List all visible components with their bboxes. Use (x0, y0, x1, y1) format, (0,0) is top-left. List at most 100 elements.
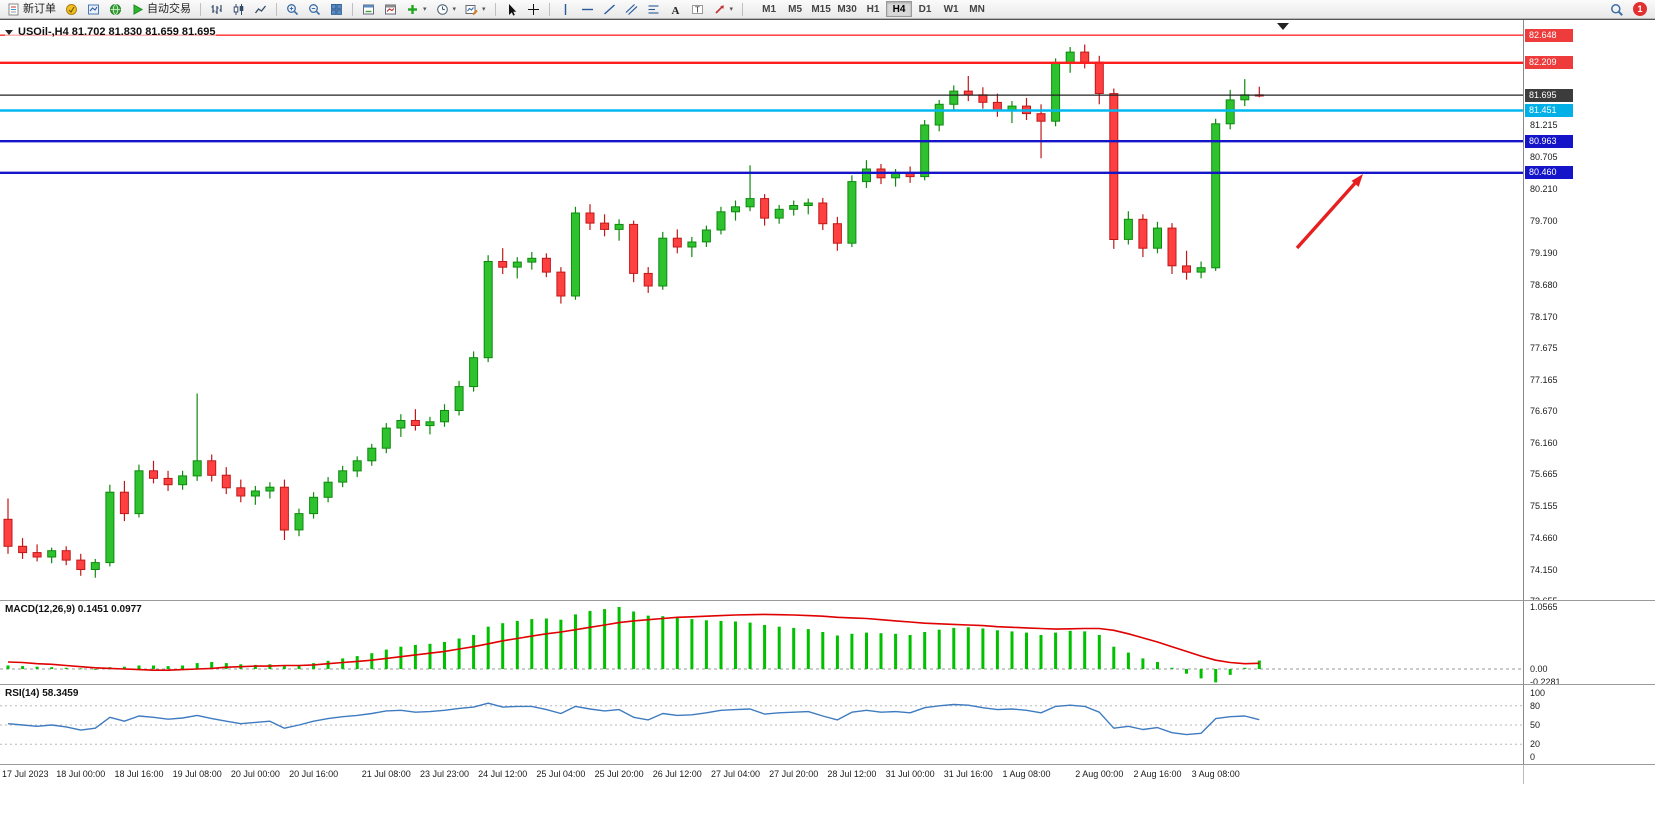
rsi-plot[interactable]: RSI(14) 58.3459 (0, 685, 1523, 764)
timeframe-h4-button[interactable]: H4 (886, 1, 913, 17)
time-label: 28 Jul 12:00 (827, 769, 877, 779)
text-label-icon: T (691, 3, 704, 16)
macd-plot[interactable]: MACD(12,26,9) 0.1451 0.0977 (0, 601, 1523, 684)
toolbar-right: 1 (1606, 1, 1652, 18)
autotrading-button[interactable]: 自动交易 (127, 1, 195, 18)
price-tick: 79.190 (1530, 247, 1558, 258)
toolbar-separator (200, 2, 201, 16)
editor-icon (65, 3, 78, 16)
autotrading-label: 自动交易 (147, 2, 191, 15)
zoom-in-button[interactable] (282, 1, 303, 18)
text-label-button[interactable]: T (687, 1, 708, 18)
main-chart-row: USOil-,H4 81.702 81.830 81.659 81.695 81… (0, 19, 1655, 606)
price-tick: 77.675 (1530, 342, 1558, 353)
time-label: 31 Jul 00:00 (885, 769, 935, 779)
text-button[interactable]: A (665, 1, 686, 18)
crosshair-icon (527, 3, 540, 16)
periods-button[interactable]: ▾ (432, 1, 461, 18)
time-label: 24 Jul 12:00 (478, 769, 528, 779)
mql-editor-button[interactable] (61, 1, 82, 18)
time-label: 25 Jul 20:00 (594, 769, 644, 779)
time-label: 27 Jul 04:00 (710, 769, 761, 779)
trendline-button[interactable] (599, 1, 620, 18)
price-tick: 79.700 (1530, 215, 1558, 226)
macd-panel: MACD(12,26,9) 0.1451 0.0977 1.0565 0.00 -0… (0, 600, 1655, 687)
trendline-icon (603, 3, 616, 16)
notification-badge[interactable]: 1 (1633, 2, 1647, 16)
macd-axis-label: 0.00 (1530, 664, 1548, 674)
crosshair-button[interactable] (523, 1, 544, 18)
price-tick: 77.165 (1530, 375, 1558, 385)
chart-title: USOil-,H4 81.702 81.830 81.659 81.695 (18, 26, 216, 38)
new-chart-button[interactable] (358, 1, 379, 18)
line-chart-icon (254, 3, 267, 16)
dropdown-caret-icon: ▾ (729, 5, 734, 13)
ohlc-bars-icon (210, 3, 223, 16)
search-button[interactable] (1606, 1, 1627, 18)
zoom-out-icon (308, 3, 321, 16)
vertical-line-button[interactable] (555, 1, 576, 18)
price-tick: 78.170 (1530, 311, 1558, 322)
cursor-button[interactable] (501, 1, 522, 18)
profiles-icon (384, 3, 397, 16)
timeframe-h1-button[interactable]: H1 (860, 1, 886, 17)
text-a-icon: A (669, 3, 682, 17)
price-level-badge: 80.963 (1525, 134, 1573, 148)
time-label: 17 Jul 2023 (2, 769, 49, 779)
time-axis[interactable]: 17 Jul 2023 18 Jul 00:00 18 Jul 16:00 19 Ju… (0, 764, 1655, 784)
profiles-button[interactable] (380, 1, 401, 18)
bar-chart-button[interactable] (206, 1, 227, 18)
time-label: 18 Jul 00:00 (56, 769, 106, 779)
horizontal-line-icon (581, 3, 594, 16)
macd-label: MACD(12,26,9) 0.1451 0.0977 (5, 604, 142, 615)
price-tick: 75.155 (1530, 501, 1558, 512)
cursor-icon (505, 3, 518, 16)
timeframe-m15-button[interactable]: M15 (808, 1, 834, 17)
zoom-out-button[interactable] (304, 1, 325, 18)
chart-title-bar: USOil-,H4 81.702 81.830 81.659 81.695 (5, 26, 216, 38)
svg-text:T: T (695, 5, 700, 14)
timeframe-d1-button[interactable]: D1 (912, 1, 938, 17)
line-chart-button[interactable] (250, 1, 271, 18)
timeframe-m1-button[interactable]: M1 (756, 1, 782, 17)
candlestick-icon (232, 3, 245, 16)
templates-button[interactable]: ▾ (461, 1, 490, 18)
macd-axis[interactable]: 1.0565 0.00 -0.2281 (1523, 601, 1655, 687)
toolbar-separator (548, 2, 550, 16)
arrow-shape-icon (713, 3, 726, 16)
price-tick: 76.160 (1530, 438, 1558, 449)
timeframe-mn-button[interactable]: MN (964, 1, 990, 17)
arrows-button[interactable]: ▾ (709, 1, 738, 18)
rsi-panel: RSI(14) 58.3459 100 80 50 20 0 (0, 684, 1655, 764)
timeframe-group: M1 M5 M15 M30 H1 H4 D1 W1 MN (756, 1, 990, 17)
price-level-badge: 80.460 (1525, 166, 1573, 180)
channel-button[interactable] (621, 1, 642, 18)
time-label: 3 Aug 08:00 (1191, 769, 1240, 779)
new-order-button[interactable]: 新订单 (3, 1, 60, 18)
tile-grid-icon (330, 3, 343, 16)
charts-window-button[interactable] (83, 1, 104, 18)
timeframe-w1-button[interactable]: W1 (938, 1, 964, 17)
dropdown-caret-icon: ▾ (423, 5, 427, 13)
candlestick-chart-button[interactable] (228, 1, 249, 18)
price-tick: 76.670 (1530, 406, 1558, 417)
timeframe-m5-button[interactable]: M5 (782, 1, 808, 17)
new-order-icon (7, 3, 20, 16)
tile-windows-button[interactable] (326, 1, 347, 18)
community-button[interactable] (105, 1, 126, 18)
price-level-badge: 82.648 (1525, 28, 1573, 42)
timeframe-m30-button[interactable]: M30 (834, 1, 860, 17)
toolbar: 新订单 自动交易 (0, 0, 1655, 19)
rsi-axis[interactable]: 100 80 50 20 0 (1523, 685, 1655, 764)
main-chart-plot[interactable]: USOil-,H4 81.702 81.830 81.659 81.695 (0, 20, 1523, 600)
horizontal-line-button[interactable] (577, 1, 598, 18)
price-tick: 81.215 (1530, 120, 1558, 131)
time-label: 2 Aug 16:00 (1133, 769, 1182, 779)
indicators-button[interactable]: ▾ (402, 1, 431, 18)
price-axis[interactable]: 81.215 80.705 80.210 79.700 79.190 78.680 78.1… (1523, 20, 1655, 606)
time-label: 25 Jul 04:00 (536, 769, 586, 779)
symbol-dropdown-icon[interactable] (5, 29, 13, 35)
fibonacci-icon (647, 3, 660, 16)
fibonacci-button[interactable] (643, 1, 664, 18)
